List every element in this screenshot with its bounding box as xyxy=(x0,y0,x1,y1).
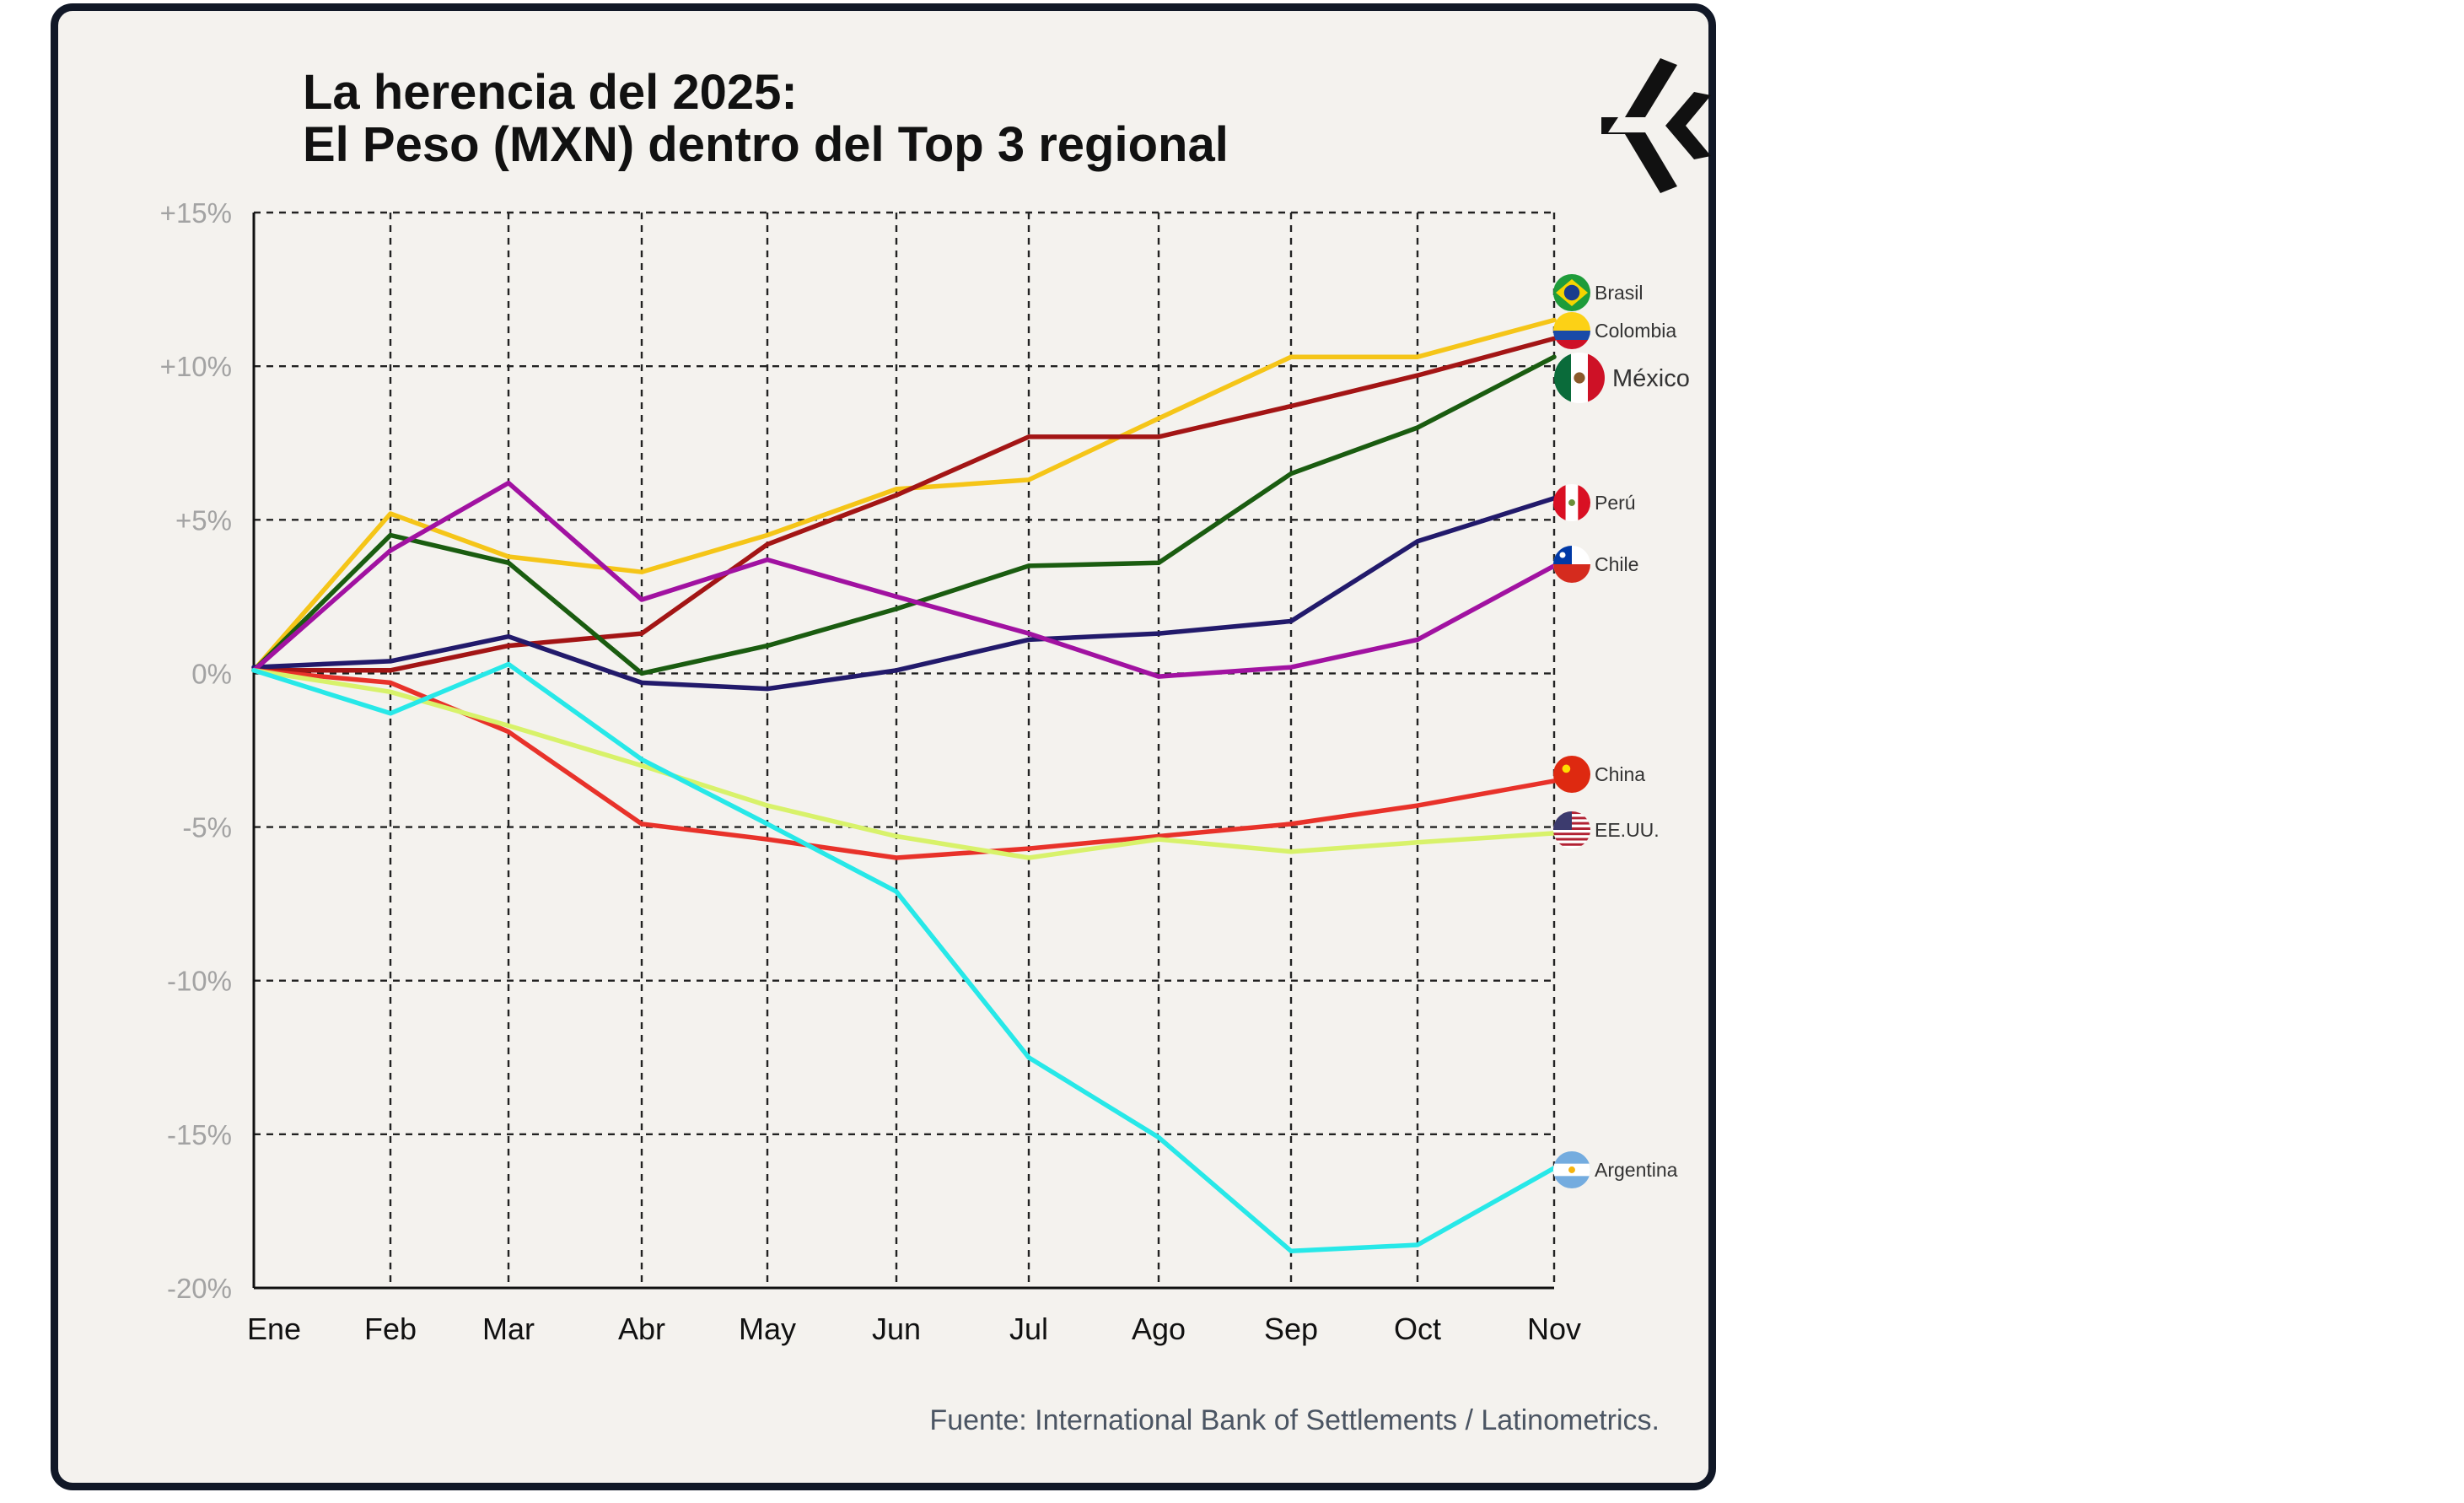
series-line-argentina xyxy=(251,661,1557,1254)
x-tick-label: Mar xyxy=(482,1312,535,1346)
chart-title: La herencia del 2025: El Peso (MXN) dent… xyxy=(303,67,1229,171)
y-tick-label: -5% xyxy=(182,812,232,843)
series-label: Argentina xyxy=(1595,1159,1678,1181)
series-line-mxico xyxy=(251,354,1557,676)
series-line-colombia xyxy=(251,336,1557,673)
series-label: Brasil xyxy=(1595,282,1644,304)
x-tick-label: May xyxy=(739,1312,796,1346)
chart-title-line1: La herencia del 2025: xyxy=(303,65,798,120)
chart-title-line2: El Peso (MXN) dentro del Top 3 regional xyxy=(303,117,1229,172)
series-line-brasil xyxy=(251,317,1557,673)
y-tick-label: +10% xyxy=(160,351,232,382)
x-tick-label: Jun xyxy=(872,1312,921,1346)
source-note: Fuente: International Bank of Settlement… xyxy=(929,1404,1660,1436)
x-tick-label: Ago xyxy=(1132,1312,1186,1346)
flag-colombia-icon xyxy=(1553,312,1590,349)
x-tick-label: Feb xyxy=(364,1312,417,1346)
flag-brasil-icon xyxy=(1553,274,1590,311)
y-tick-label: +5% xyxy=(175,504,232,536)
flag-per-icon xyxy=(1553,484,1590,521)
series-line-china xyxy=(251,668,1557,860)
latinometrics-logo-icon xyxy=(1601,58,1711,193)
series-labels: Brasil Colombia México Perú Chile China EE.UU.… xyxy=(1553,274,1690,1188)
y-tick-label: -15% xyxy=(167,1119,232,1150)
series-label: Perú xyxy=(1595,492,1636,514)
series-label: EE.UU. xyxy=(1595,819,1660,841)
flag-china-icon xyxy=(1553,756,1590,793)
y-tick-label: 0% xyxy=(191,658,232,689)
x-tick-label: Jul xyxy=(1009,1312,1048,1346)
flag-chile-icon xyxy=(1553,546,1590,583)
x-tick-label: Oct xyxy=(1394,1312,1441,1346)
x-tick-label: Nov xyxy=(1527,1312,1581,1346)
x-tick-label: Sep xyxy=(1264,1312,1318,1346)
flag-argentina-icon xyxy=(1553,1151,1590,1188)
series-label: México xyxy=(1612,365,1690,392)
chart-card: La herencia del 2025: El Peso (MXN) dent… xyxy=(51,3,1716,1490)
y-tick-label: +15% xyxy=(160,197,232,229)
series-line-per xyxy=(251,496,1557,692)
y-tick-label: -10% xyxy=(167,966,232,997)
grid xyxy=(254,211,1556,1290)
series-line-chile xyxy=(251,480,1557,679)
y-tick-label: -20% xyxy=(167,1273,232,1304)
series-label: China xyxy=(1595,763,1645,785)
axes: +15% +10% +5% 0% -5% -10% -15% -20% Ene Feb Mar Abr… xyxy=(160,197,1581,1346)
flag-mxico-icon xyxy=(1554,353,1605,403)
flag-eeuu-icon xyxy=(1553,811,1590,848)
series-lines xyxy=(251,317,1557,1254)
series-label: Chile xyxy=(1595,553,1638,575)
x-tick-label: Ene xyxy=(247,1312,301,1346)
series-line-eeuu xyxy=(251,668,1557,860)
series-label: Colombia xyxy=(1595,320,1676,342)
x-tick-label: Abr xyxy=(618,1312,665,1346)
